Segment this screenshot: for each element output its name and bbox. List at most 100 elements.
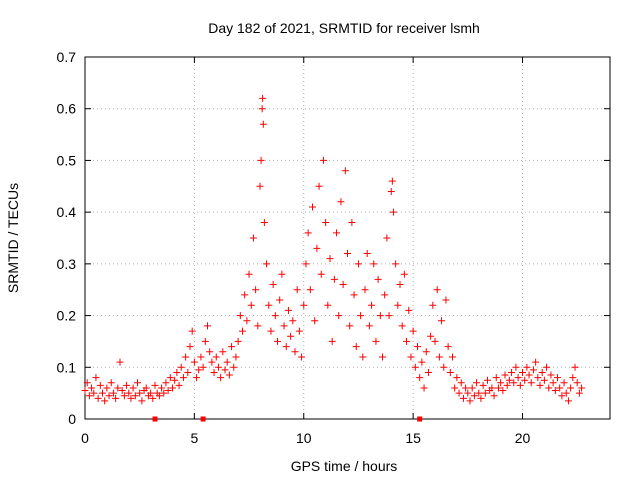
data-point xyxy=(481,389,489,397)
data-point xyxy=(534,374,542,382)
data-point xyxy=(193,374,201,382)
data-point xyxy=(510,379,518,387)
data-point xyxy=(394,301,402,309)
data-point xyxy=(116,358,124,366)
data-point xyxy=(444,343,452,351)
data-point xyxy=(306,286,314,294)
data-point xyxy=(346,322,354,330)
data-point xyxy=(457,379,465,387)
data-point xyxy=(359,353,367,361)
y-tick-label: 0.5 xyxy=(57,152,77,168)
data-point xyxy=(365,322,373,330)
data-point xyxy=(475,389,483,397)
data-point xyxy=(514,374,522,382)
data-point xyxy=(547,371,555,379)
data-point xyxy=(468,384,476,392)
data-point xyxy=(516,381,524,389)
data-point xyxy=(182,353,190,361)
data-point xyxy=(326,255,334,263)
data-point xyxy=(376,312,384,320)
x-axis-label: GPS time / hours xyxy=(291,458,398,474)
data-point xyxy=(532,358,540,366)
data-point xyxy=(234,337,242,345)
data-point xyxy=(313,244,321,252)
data-point xyxy=(315,182,323,190)
data-point xyxy=(505,376,513,384)
data-point xyxy=(442,296,450,304)
data-point xyxy=(525,371,533,379)
data-point xyxy=(416,374,424,382)
data-point xyxy=(398,322,406,330)
chart-title: Day 182 of 2021, SRMTID for receiver lsm… xyxy=(208,20,480,36)
data-point xyxy=(459,394,467,402)
data-point xyxy=(330,275,338,283)
data-point xyxy=(155,392,163,400)
y-tick-label: 0.3 xyxy=(57,256,77,272)
data-point xyxy=(232,353,240,361)
data-point xyxy=(291,348,299,356)
data-point xyxy=(206,348,214,356)
data-point xyxy=(405,306,413,314)
data-point xyxy=(368,301,376,309)
y-tick-label: 0 xyxy=(68,411,76,427)
baseline-marker xyxy=(152,416,158,422)
data-point xyxy=(142,384,150,392)
data-point xyxy=(83,379,91,387)
axis-ticks: 0 0.1 0.2 0.3 0.4 0.5 0.6 0.7 0 5 10 15 20 xyxy=(57,49,610,446)
data-point xyxy=(449,353,456,361)
y-tick-label: 0.7 xyxy=(57,49,77,65)
data-point xyxy=(538,368,546,376)
data-point xyxy=(433,286,441,294)
data-point xyxy=(523,363,531,371)
data-point xyxy=(501,371,509,379)
data-point xyxy=(236,312,244,320)
data-point xyxy=(278,270,286,278)
baseline-marker xyxy=(200,416,206,422)
data-point xyxy=(267,327,275,335)
data-point xyxy=(85,392,93,400)
y-tick-label: 0.2 xyxy=(57,308,77,324)
data-point xyxy=(120,392,128,400)
data-point xyxy=(173,368,181,376)
data-point xyxy=(411,363,419,371)
data-point xyxy=(177,363,185,371)
data-point xyxy=(92,374,100,382)
x-tick-label: 15 xyxy=(405,430,421,446)
data-point xyxy=(249,234,257,242)
data-point xyxy=(319,156,327,164)
data-point xyxy=(527,379,535,387)
data-point xyxy=(392,260,400,268)
data-point xyxy=(575,389,583,397)
data-point xyxy=(536,381,544,389)
y-tick-label: 0.1 xyxy=(57,359,77,375)
data-point xyxy=(179,374,187,382)
data-point xyxy=(455,389,463,397)
data-point xyxy=(403,337,411,345)
data-point xyxy=(350,291,358,299)
data-point xyxy=(147,389,155,397)
data-point xyxy=(322,218,330,226)
data-point xyxy=(90,389,98,397)
data-point xyxy=(529,366,537,374)
data-point xyxy=(164,387,172,395)
data-point xyxy=(99,389,106,397)
data-point xyxy=(300,301,308,309)
data-point xyxy=(274,337,281,345)
data-point xyxy=(328,337,336,345)
data-point xyxy=(158,384,166,392)
data-point xyxy=(114,384,122,392)
data-point xyxy=(389,208,397,216)
data-point xyxy=(414,343,421,351)
data-point xyxy=(519,368,526,376)
data-point xyxy=(271,312,279,320)
data-point xyxy=(166,374,174,382)
data-point xyxy=(420,384,428,392)
data-point xyxy=(103,384,111,392)
data-point xyxy=(107,379,115,387)
data-point xyxy=(354,260,362,268)
data-point xyxy=(239,327,246,335)
plot-frame xyxy=(84,56,611,420)
data-point xyxy=(199,363,207,371)
data-point xyxy=(138,397,146,405)
y-tick-label: 0.4 xyxy=(57,204,77,220)
